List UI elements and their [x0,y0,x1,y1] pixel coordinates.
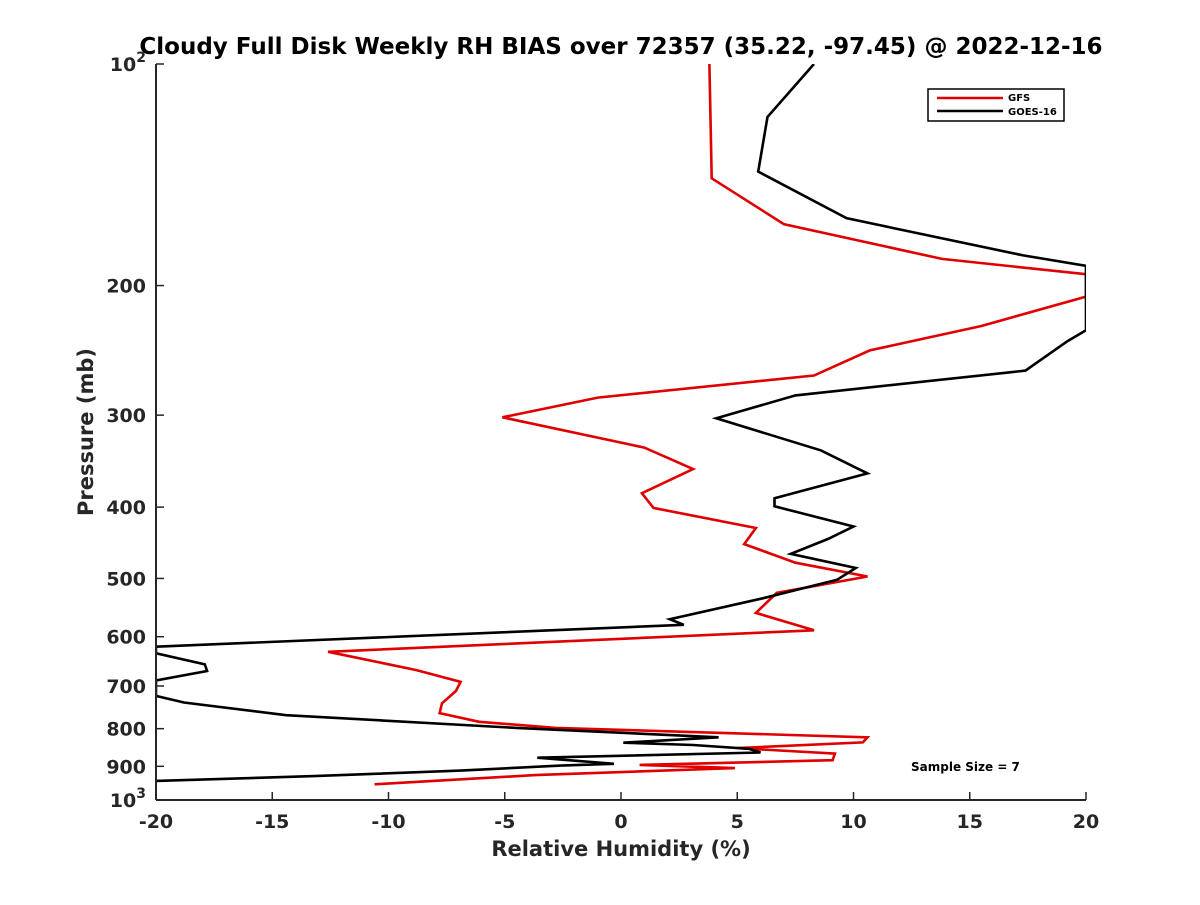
series-layer [156,64,1086,786]
x-tick-label: 10 [840,811,866,833]
x-tick-label: -15 [255,811,289,833]
series-line-goes-16 [156,64,1086,783]
x-tick-label: -5 [494,811,515,833]
y-tick-label: 500 [106,568,146,590]
y-tick-label: 200 [106,276,146,298]
sample-size-annotation: Sample Size = 7 [911,760,1020,774]
series-line-gfs [327,64,1086,786]
legend-label-goes16: GOES-16 [1008,107,1057,118]
x-axis-label: Relative Humidity (%) [491,837,750,861]
x-tick-label: -10 [371,811,405,833]
legend-box [927,88,1065,122]
chart-title: Cloudy Full Disk Weekly RH BIAS over 723… [139,34,1102,60]
legend-label-gfs: GFS [1008,93,1030,104]
y-axis-label: Pressure (mb) [74,348,98,516]
legend: GFS GOES-16 [927,88,1065,122]
x-tick-label: 20 [1073,811,1099,833]
x-tick-label: 15 [957,811,983,833]
y-tick-label: 800 [106,719,146,741]
y-tick-label: 400 [106,497,146,519]
y-tick-label: 700 [106,676,146,698]
y-tick-label: 900 [106,756,146,778]
y-tick-label: 600 [106,627,146,649]
x-tick-label: 0 [614,811,627,833]
x-axis-ticks: -20 -15 -10 -5 0 5 10 15 20 [139,792,1099,833]
x-tick-label: 5 [731,811,744,833]
y-tick-label: 103 [110,786,146,812]
x-tick-label: -20 [139,811,173,833]
y-axis-ticks: 102 200 300 400 500 600 700 800 900 103 [106,50,164,812]
y-tick-label: 300 [106,405,146,427]
y-tick-label: 102 [110,50,146,76]
